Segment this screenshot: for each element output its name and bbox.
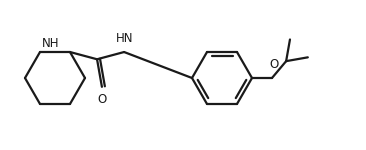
- Text: O: O: [269, 58, 279, 71]
- Text: HN: HN: [116, 32, 134, 45]
- Text: NH: NH: [42, 36, 60, 50]
- Text: O: O: [97, 93, 107, 106]
